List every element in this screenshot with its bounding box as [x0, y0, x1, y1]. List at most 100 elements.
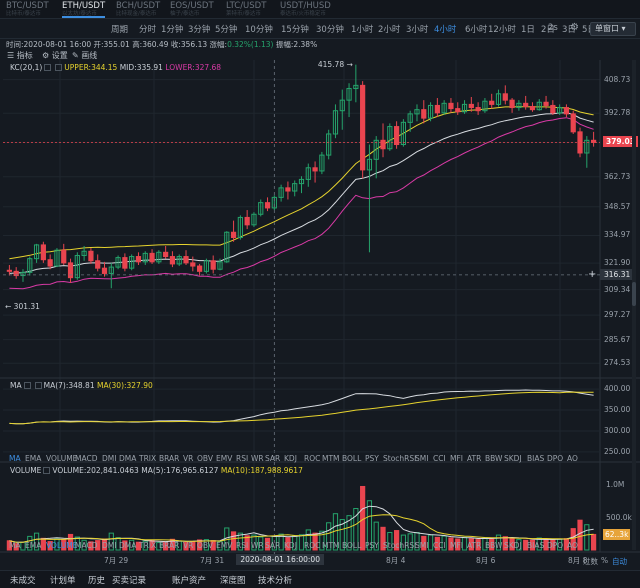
ind-top-dpo[interactable]: DPO: [547, 454, 564, 463]
ind-top-emv[interactable]: EMV: [216, 454, 233, 463]
ma-close-icon[interactable]: [34, 382, 42, 389]
kc-eye-icon[interactable]: [44, 64, 52, 71]
ind-bottom-volume[interactable]: VOLUME: [46, 541, 78, 550]
refresh-interval[interactable]: 2s: [548, 23, 558, 33]
ind-top-mtm[interactable]: MTM: [322, 454, 340, 463]
ind-bottom-ao[interactable]: AO: [567, 541, 578, 550]
ind-bottom-dpo[interactable]: DPO: [547, 541, 564, 550]
ind-top-sar[interactable]: SAR: [265, 454, 281, 463]
ind-top-psy[interactable]: PSY: [365, 454, 379, 463]
ind-bottom-macd[interactable]: MACD: [75, 541, 98, 550]
ind-bottom-wr[interactable]: WR: [251, 541, 264, 550]
ind-bottom-emv[interactable]: EMV: [216, 541, 233, 550]
ind-top-macd[interactable]: MACD: [75, 454, 98, 463]
ind-bottom-mfi[interactable]: MFI: [450, 541, 463, 550]
ind-bottom-ma[interactable]: MA: [9, 541, 21, 550]
period-5[interactable]: 15分钟: [281, 25, 309, 35]
period-7[interactable]: 1小时: [351, 25, 374, 35]
period-12[interactable]: 12小时: [488, 25, 516, 35]
ind-bottom-trix[interactable]: TRIX: [139, 541, 157, 550]
ind-top-stochrsi[interactable]: StochRSI: [383, 454, 417, 463]
axis-mode-0[interactable]: 过数: [583, 557, 598, 566]
period-16[interactable]: 5日: [582, 25, 596, 35]
ind-bottom-obv[interactable]: OBV: [197, 541, 213, 550]
ind-top-smi[interactable]: SMI: [415, 454, 429, 463]
ind-bottom-mtm[interactable]: MTM: [322, 541, 340, 550]
ind-bottom-bbw[interactable]: BBW: [485, 541, 503, 550]
axis-mode-2[interactable]: 自动: [612, 557, 627, 566]
ind-top-trix[interactable]: TRIX: [139, 454, 157, 463]
ind-top-ao[interactable]: AO: [567, 454, 578, 463]
ind-top-skdj[interactable]: SKDJ: [504, 454, 522, 463]
ind-bottom-skdj[interactable]: SKDJ: [504, 541, 522, 550]
period-3[interactable]: 5分钟: [215, 25, 238, 35]
ind-top-bbw[interactable]: BBW: [485, 454, 503, 463]
bottom-tab-2[interactable]: 历史: [88, 576, 106, 586]
ind-top-boll[interactable]: BOLL: [342, 454, 362, 463]
ind-top-kdj[interactable]: KDJ: [284, 454, 297, 463]
volume-eye-icon[interactable]: [43, 467, 51, 474]
ind-top-dmi[interactable]: DMI: [102, 454, 117, 463]
ind-top-obv[interactable]: OBV: [197, 454, 213, 463]
period-14[interactable]: 2日: [541, 25, 555, 35]
period-0[interactable]: 分时: [139, 25, 157, 35]
bottom-tab-6[interactable]: 技术分析: [258, 576, 293, 586]
market-tab-btc-usdt[interactable]: BTC/USDT 比特币/泰达币: [6, 2, 49, 18]
period-6[interactable]: 30分钟: [316, 25, 344, 35]
period-9[interactable]: 3小时: [406, 25, 429, 35]
axis-mode-1[interactable]: %: [601, 556, 609, 565]
ind-top-vr[interactable]: VR: [183, 454, 194, 463]
market-tab-usdt-husd[interactable]: USDT/HUSD 泰达币/火币稳定币: [280, 2, 331, 18]
ind-bottom-stochrsi[interactable]: StochRSI: [383, 541, 417, 550]
period-4[interactable]: 10分钟: [245, 25, 273, 35]
settings-button[interactable]: ⚙ 设置: [42, 51, 68, 60]
market-tab-ltc-usdt[interactable]: LTC/USDT 莱特币/泰达币: [226, 2, 266, 18]
kc-close-icon[interactable]: [55, 64, 63, 71]
ind-top-cci[interactable]: CCI: [433, 454, 446, 463]
window-select[interactable]: 单窗口 ▾: [590, 22, 636, 36]
ind-bottom-boll[interactable]: BOLL: [342, 541, 362, 550]
ind-bottom-dma[interactable]: DMA: [119, 541, 137, 550]
bottom-tab-5[interactable]: 深度图: [220, 576, 246, 586]
bottom-tab-4[interactable]: 账户资产: [172, 576, 207, 586]
period-10[interactable]: 4小时: [434, 25, 457, 35]
ind-bottom-ema[interactable]: EMA: [25, 541, 42, 550]
ind-top-brar[interactable]: BRAR: [159, 454, 180, 463]
period-13[interactable]: 1日: [521, 25, 535, 35]
bottom-tab-0[interactable]: 未成交: [10, 576, 36, 586]
draw-button[interactable]: ✎ 画线: [72, 51, 98, 60]
market-tab-eth-usdt[interactable]: ETH/USDT 以太坊/泰达币: [62, 2, 106, 18]
market-tab-bch-usdt[interactable]: BCH/USDT 比特现金/泰达币: [116, 2, 160, 18]
ind-top-volume[interactable]: VOLUME: [46, 454, 78, 463]
scrollbar-thumb[interactable]: [632, 282, 636, 306]
ind-bottom-cci[interactable]: CCI: [433, 541, 446, 550]
ind-top-ema[interactable]: EMA: [25, 454, 42, 463]
bottom-tab-1[interactable]: 计划单: [50, 576, 76, 586]
period-8[interactable]: 2小时: [378, 25, 401, 35]
period-15[interactable]: 3日: [562, 25, 576, 35]
ind-bottom-vr[interactable]: VR: [183, 541, 194, 550]
indicator-button[interactable]: ☰ 指标: [7, 51, 33, 60]
ind-bottom-bias[interactable]: BIAS: [527, 541, 545, 550]
ind-top-atr[interactable]: ATR: [467, 454, 482, 463]
period-2[interactable]: 3分钟: [188, 25, 211, 35]
ind-top-bias[interactable]: BIAS: [527, 454, 545, 463]
gear-icon[interactable]: ⚙: [570, 22, 579, 33]
ind-bottom-smi[interactable]: SMI: [415, 541, 429, 550]
ind-bottom-brar[interactable]: BRAR: [159, 541, 180, 550]
market-tab-eos-usdt[interactable]: EOS/USDT 柚子/泰达币: [170, 2, 214, 18]
period-11[interactable]: 6小时: [465, 25, 488, 35]
ind-top-wr[interactable]: WR: [251, 454, 264, 463]
ind-bottom-psy[interactable]: PSY: [365, 541, 379, 550]
ind-top-dma[interactable]: DMA: [119, 454, 137, 463]
ind-bottom-dmi[interactable]: DMI: [102, 541, 117, 550]
ind-top-rsi[interactable]: RSI: [236, 454, 249, 463]
ind-top-mfi[interactable]: MFI: [450, 454, 463, 463]
ind-bottom-rsi[interactable]: RSI: [236, 541, 249, 550]
ind-top-ma[interactable]: MA: [9, 454, 21, 463]
price-chart[interactable]: [0, 0, 640, 570]
ind-bottom-roc[interactable]: ROC: [304, 541, 321, 550]
ind-top-roc[interactable]: ROC: [304, 454, 321, 463]
ind-bottom-sar[interactable]: SAR: [265, 541, 281, 550]
bottom-tab-3[interactable]: 买卖记录: [112, 576, 147, 586]
